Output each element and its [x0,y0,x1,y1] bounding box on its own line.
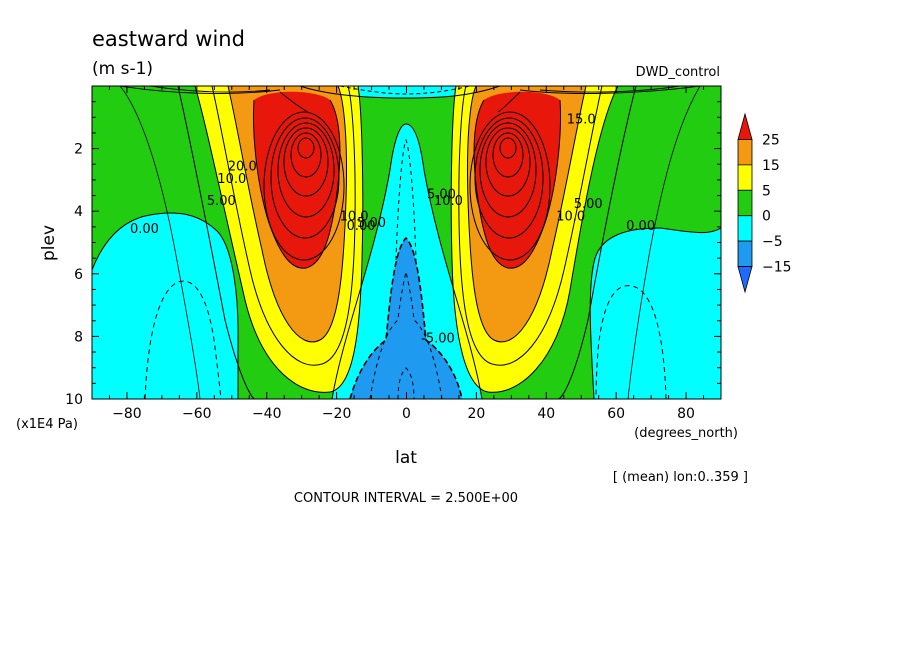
x-tick-label: −60 [182,406,212,422]
y-tick-label: 6 [74,267,83,283]
colorbar-segment [737,240,753,267]
chart-title: eastward wind [92,27,245,51]
band-neg-left [92,213,238,399]
contour-label: 10.0 [340,210,369,225]
contours-equator [299,86,501,399]
y-axis-label: plev [39,225,59,261]
x-axis: −80 −60 −40 −20 0 20 40 60 80 [91,86,722,422]
x-tick-label: −40 [252,406,282,422]
colorbar-segment [737,189,753,217]
x-tick-label: 80 [677,406,695,422]
contour-label: -5.00 [421,332,455,347]
colorbar-segment [737,164,753,191]
colorbar-label: 0 [762,209,771,225]
x-axis-units: (degrees_north) [634,426,738,441]
x-tick-label: 40 [537,406,555,422]
contour-label: 5.00 [427,188,456,203]
contour-labels: 0.00 0.005.0010.020.010.05.000.005.0010.0… [130,113,655,347]
contour-interval-note: CONTOUR INTERVAL = 2.500E+00 [294,491,518,506]
band-neg-equator-strong [350,238,462,399]
contours-top [119,86,701,113]
y-tick-label: 4 [74,204,83,220]
colorbar-segment [737,139,753,166]
y-axis-units: (x1E4 Pa) [16,417,78,432]
colorbar-label: −5 [762,234,783,250]
contours-right [450,86,721,399]
contour-label: 10.0 [217,172,246,187]
colorbar-label: 25 [762,132,780,148]
colorbar-segment [737,215,753,242]
colorbar: 25 15 5 0 −5 −15 [737,112,792,294]
y-tick-label: 8 [74,329,83,345]
y-tick-label: 2 [74,142,83,158]
x-tick-label: 0 [402,406,411,422]
colorbar-segment [737,266,753,294]
colorbar-segment [737,112,753,140]
contour-label: 20.0 [228,160,257,175]
mean-note: [ (mean) lon:0..359 ] [613,470,748,485]
contour-label: 5.00 [357,216,386,231]
contour-label: 10.0 [434,194,463,209]
x-axis-label: lat [395,448,417,468]
x-tick-label: −80 [112,406,142,422]
y-axis: 2 4 6 8 10 [65,85,721,408]
dataset-label: DWD_control [636,65,720,80]
x-tick-label: −20 [322,406,352,422]
contour-label: 0.00 [130,222,159,237]
band-neg-right [590,228,721,399]
contour-label: 0.00 [347,219,376,234]
x-tick-label: 20 [467,406,485,422]
contours-left [92,86,364,399]
contour-label: 10.0 [556,210,585,225]
y-tick-label: 10 [65,392,83,408]
plot-area: 0.00 0.005.0010.020.010.05.000.005.0010.0… [92,86,721,399]
colorbar-label: 5 [762,183,771,199]
contour-label: 0.00 [626,219,655,234]
x-tick-label: 60 [607,406,625,422]
contour-label: 5.00 [207,194,236,209]
contour-label: 5.00 [574,197,603,212]
chart-units: (m s-1) [92,59,153,79]
colorbar-label: −15 [762,260,792,276]
contour-label: 15.0 [567,113,596,128]
colorbar-label: 15 [762,158,780,174]
